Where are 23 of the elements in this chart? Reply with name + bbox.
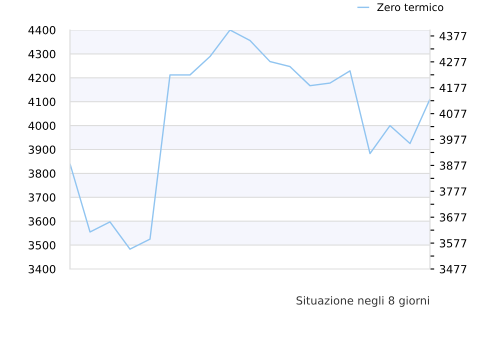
y-tick-label: 3500	[28, 241, 56, 250]
y-tick-label: 3400	[28, 264, 56, 274]
y-tick-label: 4400	[28, 26, 56, 34]
y2-tick-label: 4277	[440, 58, 466, 66]
y-tick-label: 3600	[28, 217, 56, 226]
y2-tick-label: 3777	[440, 187, 466, 196]
y2-tick-label: 3877	[440, 161, 466, 170]
y2-tick-label: 3977	[440, 136, 466, 144]
y2-tick-label: 3577	[440, 239, 466, 248]
y2-tick-label: 4077	[440, 110, 466, 118]
y-tick-label: 3900	[28, 145, 56, 154]
x-axis-title: Situazione negli 8 giorni	[296, 296, 429, 307]
y-tick-label: 4200	[28, 74, 56, 82]
legend-label: Zero termico	[377, 3, 444, 12]
y-tick-label: 4000	[28, 122, 56, 130]
y2-tick-label: 4177	[440, 84, 466, 92]
y2-tick-label: 3677	[440, 213, 466, 222]
y2-tick-label: 4377	[440, 32, 466, 40]
y-tick-label: 3800	[28, 169, 56, 178]
y-tick-label: 4100	[28, 98, 56, 106]
y-tick-label: 4300	[28, 50, 56, 58]
y2-tick-label: 3477	[440, 264, 466, 274]
y-tick-label: 3700	[28, 193, 56, 202]
